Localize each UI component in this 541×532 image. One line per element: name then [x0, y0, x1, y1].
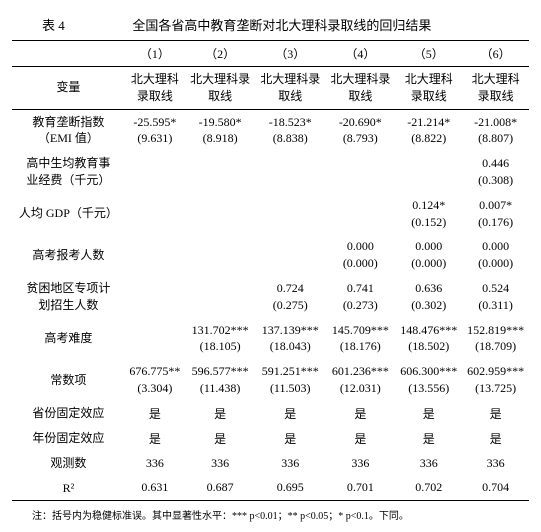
cell: 0.124*(0.152) [395, 193, 462, 235]
cell: 336 [255, 451, 325, 476]
row-label-yearfe: 年份固定效应 [12, 426, 125, 451]
cell: 是 [325, 426, 395, 451]
cell: 601.236***(12.031) [325, 359, 395, 401]
cell: 336 [395, 451, 462, 476]
cell: 0.000(0.000) [462, 234, 529, 276]
cell: 336 [185, 451, 255, 476]
cell: 148.476***(18.502) [395, 318, 462, 360]
col-label: 北大理科录取线 [125, 67, 185, 110]
cell: 137.139***(18.043) [255, 318, 325, 360]
cell: 336 [325, 451, 395, 476]
row-label-r2: R² [12, 476, 125, 501]
col-label: 北大理科录取线 [255, 67, 325, 110]
cell: 676.775**(3.304) [125, 359, 185, 401]
cell: 是 [125, 426, 185, 451]
cell: -18.523*(8.838) [255, 109, 325, 151]
table-title-row: 表 4 全国各省高中教育垄断对北大理科录取线的回归结果 [12, 15, 529, 34]
cell: 606.300***(13.556) [395, 359, 462, 401]
cell: 145.709***(18.176) [325, 318, 395, 360]
col-num: （4） [325, 41, 395, 67]
row-label-provfe: 省份固定效应 [12, 401, 125, 426]
row-label-const: 常数项 [12, 359, 125, 401]
cell: 591.251***(11.503) [255, 359, 325, 401]
cell: 是 [185, 401, 255, 426]
regression-table: （1） （2） （3） （4） （5） （6） 变量 北大理科录取线 北大理科录… [12, 40, 529, 501]
table-caption: 全国各省高中教育垄断对北大理科录取线的回归结果 [132, 15, 431, 34]
row-label-hsedu: 高中生均教育事业经费（千元） [12, 151, 125, 193]
cell: 是 [255, 426, 325, 451]
row-label-gdp: 人均 GDP（千元） [12, 193, 125, 235]
cell: -20.690*(8.793) [325, 109, 395, 151]
col-num: （1） [125, 41, 185, 67]
cell: 是 [462, 401, 529, 426]
cell: 0.007*(0.176) [462, 193, 529, 235]
table-number: 表 4 [42, 15, 65, 34]
row-label-emi: 教育垄断指数（EMI 值） [12, 109, 125, 151]
col-label: 北大理科录取线 [395, 67, 462, 110]
variable-header: 变量 [12, 67, 125, 110]
cell: 0.000(0.000) [395, 234, 462, 276]
col-label: 北大理科录取线 [462, 67, 529, 110]
row-label-poverty: 贫困地区专项计划招生人数 [12, 276, 125, 318]
col-num: （5） [395, 41, 462, 67]
cell: 596.577***(11.438) [185, 359, 255, 401]
table-footnote: 注：括号内为稳健标准误。其中显著性水平：*** p<0.01；** p<0.05… [12, 507, 529, 522]
cell: -21.214*(8.822) [395, 109, 462, 151]
cell: -21.008*(8.807) [462, 109, 529, 151]
cell: 0.701 [325, 476, 395, 501]
col-num: （6） [462, 41, 529, 67]
row-label-obs: 观测数 [12, 451, 125, 476]
cell: 是 [325, 401, 395, 426]
col-num: （3） [255, 41, 325, 67]
cell: 0.636(0.302) [395, 276, 462, 318]
cell: 是 [125, 401, 185, 426]
cell: 是 [395, 401, 462, 426]
cell: 602.959***(13.725) [462, 359, 529, 401]
cell: 0.704 [462, 476, 529, 501]
cell: 0.446(0.308) [462, 151, 529, 193]
cell: 0.000(0.000) [325, 234, 395, 276]
cell: 131.702***(18.105) [185, 318, 255, 360]
cell: 0.524(0.311) [462, 276, 529, 318]
cell: 0.741(0.273) [325, 276, 395, 318]
cell: 336 [462, 451, 529, 476]
cell: 是 [395, 426, 462, 451]
row-label-applicants: 高考报考人数 [12, 234, 125, 276]
cell: 336 [125, 451, 185, 476]
cell: 0.702 [395, 476, 462, 501]
cell: -19.580*(8.918) [185, 109, 255, 151]
cell: 是 [255, 401, 325, 426]
cell: 是 [185, 426, 255, 451]
row-label-difficulty: 高考难度 [12, 318, 125, 360]
col-label: 北大理科录取线 [185, 67, 255, 110]
col-label: 北大理科录取线 [325, 67, 395, 110]
cell: -25.595*(9.631) [125, 109, 185, 151]
cell: 0.687 [185, 476, 255, 501]
cell: 是 [462, 426, 529, 451]
cell: 0.695 [255, 476, 325, 501]
cell: 0.724(0.275) [255, 276, 325, 318]
cell: 152.819***(18.709) [462, 318, 529, 360]
col-num: （2） [185, 41, 255, 67]
cell: 0.631 [125, 476, 185, 501]
